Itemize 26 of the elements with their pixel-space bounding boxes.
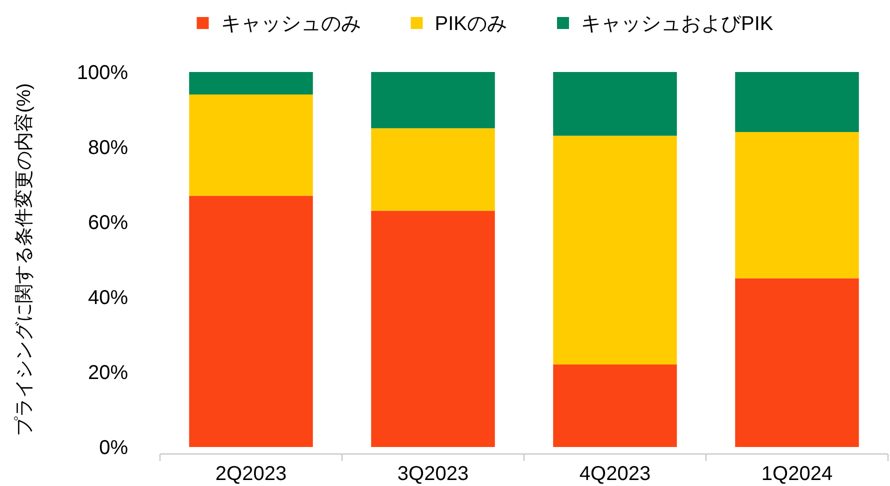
x-tick-label: 1Q2024 (761, 463, 833, 485)
y-tick-label: 40% (88, 287, 128, 309)
bar (189, 72, 313, 94)
y-tick-label: 20% (88, 362, 128, 384)
bar (553, 364, 677, 447)
legend-label: キャッシュおよびPIK (581, 13, 774, 35)
bar (735, 132, 859, 278)
legend-label: PIKのみ (434, 13, 507, 35)
bar (371, 210, 495, 447)
bar (371, 72, 495, 128)
y-axis-title: プライシングに関する条件変更の内容(%) (13, 83, 35, 436)
bar (735, 72, 859, 132)
bar (553, 72, 677, 136)
bar (371, 128, 495, 211)
x-tick-label: 2Q2023 (215, 463, 287, 485)
bar (735, 278, 859, 447)
x-tick-label: 4Q2023 (579, 463, 651, 485)
x-tick-label: 3Q2023 (397, 463, 469, 485)
bar (189, 196, 313, 447)
y-tick-label: 0% (99, 437, 128, 459)
bar (189, 94, 313, 196)
y-tick-label: 80% (88, 137, 128, 159)
legend-label: キャッシュのみ (220, 13, 361, 35)
bar (553, 136, 677, 364)
y-tick-label: 100% (76, 62, 128, 84)
y-tick-label: 60% (88, 212, 128, 234)
